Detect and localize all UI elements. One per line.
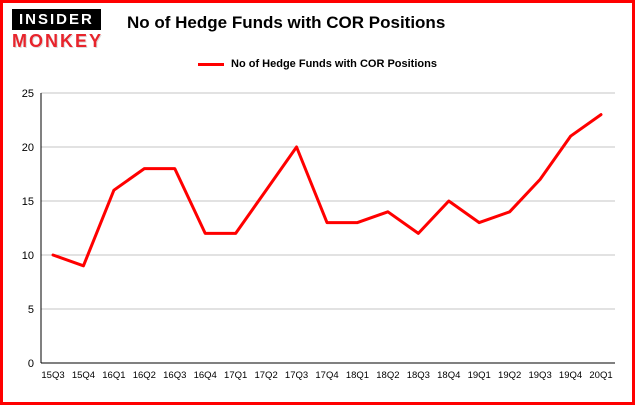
legend-line-swatch	[198, 62, 225, 66]
line-chart: 0 5 10 15 20 25 15Q3 15Q4 16Q1 16Q2 16Q3 16Q4 17Q1 17…	[22, 88, 615, 381]
y-tick-label: 15	[22, 196, 34, 208]
y-tick-label: 5	[28, 304, 34, 316]
x-tick-label: 19Q3	[528, 370, 551, 381]
x-tick-label: 16Q4	[194, 370, 217, 381]
x-tick-label: 19Q1	[468, 370, 491, 381]
x-tick-label: 17Q3	[285, 370, 308, 381]
y-tick-label: 25	[22, 88, 34, 100]
x-tick-label: 17Q1	[224, 370, 247, 381]
legend-label: No of Hedge Funds with COR Positions	[231, 58, 437, 70]
x-tick-label: 15Q4	[72, 370, 95, 381]
page-title: No of Hedge Funds with COR Positions	[127, 13, 446, 32]
series-line	[51, 113, 603, 268]
x-tick-label: 20Q1	[589, 370, 612, 381]
x-tick-label: 15Q3	[41, 370, 64, 381]
x-tick-label: 17Q4	[315, 370, 338, 381]
legend: No of Hedge Funds with COR Positions	[3, 58, 632, 70]
insider-monkey-logo: INSIDER MONKEY	[12, 9, 103, 50]
x-tick-label: 18Q2	[376, 370, 399, 381]
x-tick-label: 18Q3	[407, 370, 430, 381]
x-tick-label: 19Q2	[498, 370, 521, 381]
y-tick-label: 20	[22, 142, 34, 154]
x-tick-label: 17Q2	[254, 370, 277, 381]
x-tick-label: 18Q1	[346, 370, 369, 381]
y-tick-label: 10	[22, 250, 34, 262]
x-tick-label: 16Q3	[163, 370, 186, 381]
x-tick-label: 18Q4	[437, 370, 460, 381]
x-tick-label: 16Q2	[133, 370, 156, 381]
logo-monkey-text: MONKEY	[12, 31, 104, 51]
x-tick-label: 19Q4	[559, 370, 582, 381]
logo-insider-text: INSIDER	[12, 9, 101, 30]
x-tick-label: 16Q1	[102, 370, 125, 381]
y-tick-label: 0	[28, 358, 34, 370]
